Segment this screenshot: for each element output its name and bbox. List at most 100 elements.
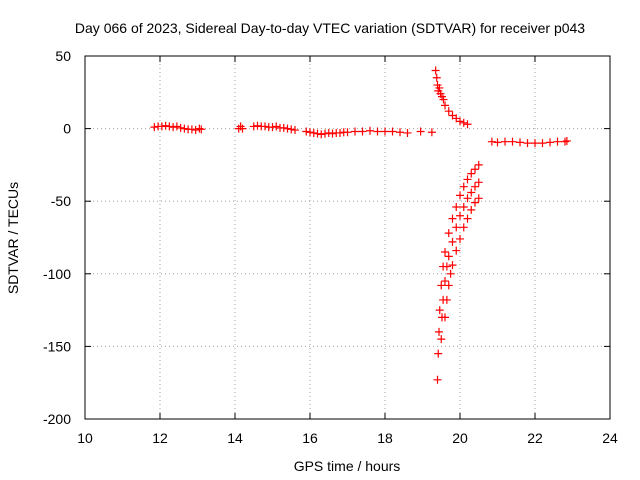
data-point xyxy=(456,117,464,126)
data-point xyxy=(442,295,451,304)
data-point xyxy=(459,118,468,127)
data-point xyxy=(437,281,446,290)
data-point xyxy=(427,128,436,137)
data-point xyxy=(441,277,449,286)
data-point xyxy=(437,335,446,344)
data-point xyxy=(351,127,359,136)
data-point xyxy=(321,129,329,138)
data-point xyxy=(562,136,571,145)
chart-title: Day 066 of 2023, Sidereal Day-to-day VTE… xyxy=(75,20,585,36)
y-tick-label: -150 xyxy=(43,338,71,354)
data-point xyxy=(433,375,442,384)
data-point xyxy=(416,127,425,136)
series-arc-6 xyxy=(431,66,472,129)
data-point xyxy=(448,261,457,270)
series-arc-10 xyxy=(441,194,483,322)
data-point xyxy=(456,211,464,220)
y-tick-label: 50 xyxy=(55,48,71,64)
y-axis-label: SDTVAR / TECUs xyxy=(5,182,21,294)
series-arc-7 xyxy=(487,136,571,148)
data-point xyxy=(439,95,448,104)
data-point xyxy=(176,123,185,132)
series-arc-1 xyxy=(150,121,206,135)
data-point xyxy=(546,138,554,147)
data-point xyxy=(324,128,333,137)
data-point xyxy=(459,203,468,212)
series-arc-3 xyxy=(249,121,299,135)
series-arc-5 xyxy=(416,127,436,137)
data-point xyxy=(538,139,547,148)
data-point xyxy=(459,182,468,191)
data-point xyxy=(302,127,311,136)
data-point xyxy=(435,327,443,336)
data-point xyxy=(249,122,258,131)
x-tick-label: 18 xyxy=(377,430,393,446)
data-point xyxy=(272,122,281,131)
data-point xyxy=(474,194,483,203)
x-tick-label: 14 xyxy=(227,430,243,446)
data-point xyxy=(283,124,292,133)
x-tick-label: 20 xyxy=(452,430,468,446)
data-point xyxy=(561,137,569,146)
data-point xyxy=(279,123,288,132)
data-point xyxy=(523,139,532,148)
data-point xyxy=(358,127,367,136)
x-tick-label: 16 xyxy=(302,430,318,446)
series-arc-8 xyxy=(433,160,483,384)
data-point xyxy=(446,269,455,278)
data-point xyxy=(463,214,472,223)
data-point xyxy=(452,246,461,255)
data-point xyxy=(531,139,539,148)
data-point xyxy=(516,138,524,147)
data-point xyxy=(471,198,479,207)
data-point xyxy=(487,137,496,146)
data-point xyxy=(195,124,204,133)
data-point xyxy=(444,229,453,238)
data-point xyxy=(187,125,196,134)
data-point xyxy=(191,126,200,135)
data-point xyxy=(180,124,189,133)
data-point xyxy=(165,122,174,131)
series-arc-9 xyxy=(437,178,483,344)
data-point xyxy=(435,306,444,315)
data-point xyxy=(161,121,170,130)
data-point xyxy=(396,128,404,137)
data-point xyxy=(238,124,247,133)
x-tick-label: 12 xyxy=(152,430,168,446)
data-point xyxy=(474,178,483,187)
data-point xyxy=(467,205,476,214)
data-point xyxy=(313,129,322,138)
data-point xyxy=(432,73,441,82)
data-point xyxy=(306,128,314,137)
y-tick-label: 0 xyxy=(63,121,71,137)
data-point xyxy=(459,223,468,232)
data-point xyxy=(467,169,476,178)
x-tick-label: 24 xyxy=(602,430,618,446)
data-point xyxy=(463,194,472,203)
y-tick-label: -100 xyxy=(43,266,71,282)
data-point xyxy=(553,137,562,146)
data-point xyxy=(444,107,453,116)
grid-lines xyxy=(85,56,610,419)
data-point xyxy=(442,262,451,271)
data-point xyxy=(336,128,344,137)
series-arc-2 xyxy=(234,122,247,133)
data-point xyxy=(381,127,389,136)
data-point xyxy=(172,122,181,131)
data-point xyxy=(508,137,517,146)
x-tick-label: 22 xyxy=(527,430,543,446)
data-point xyxy=(456,234,464,243)
data-point xyxy=(261,122,269,131)
data-point xyxy=(471,165,479,174)
data-point xyxy=(157,122,166,131)
data-point xyxy=(493,138,502,147)
data-point xyxy=(150,123,159,132)
data-point xyxy=(236,122,245,131)
data-point xyxy=(444,252,453,261)
data-point xyxy=(474,160,483,169)
data-point xyxy=(471,182,479,191)
data-points xyxy=(150,66,571,384)
data-point xyxy=(441,101,449,110)
data-point xyxy=(448,237,457,246)
